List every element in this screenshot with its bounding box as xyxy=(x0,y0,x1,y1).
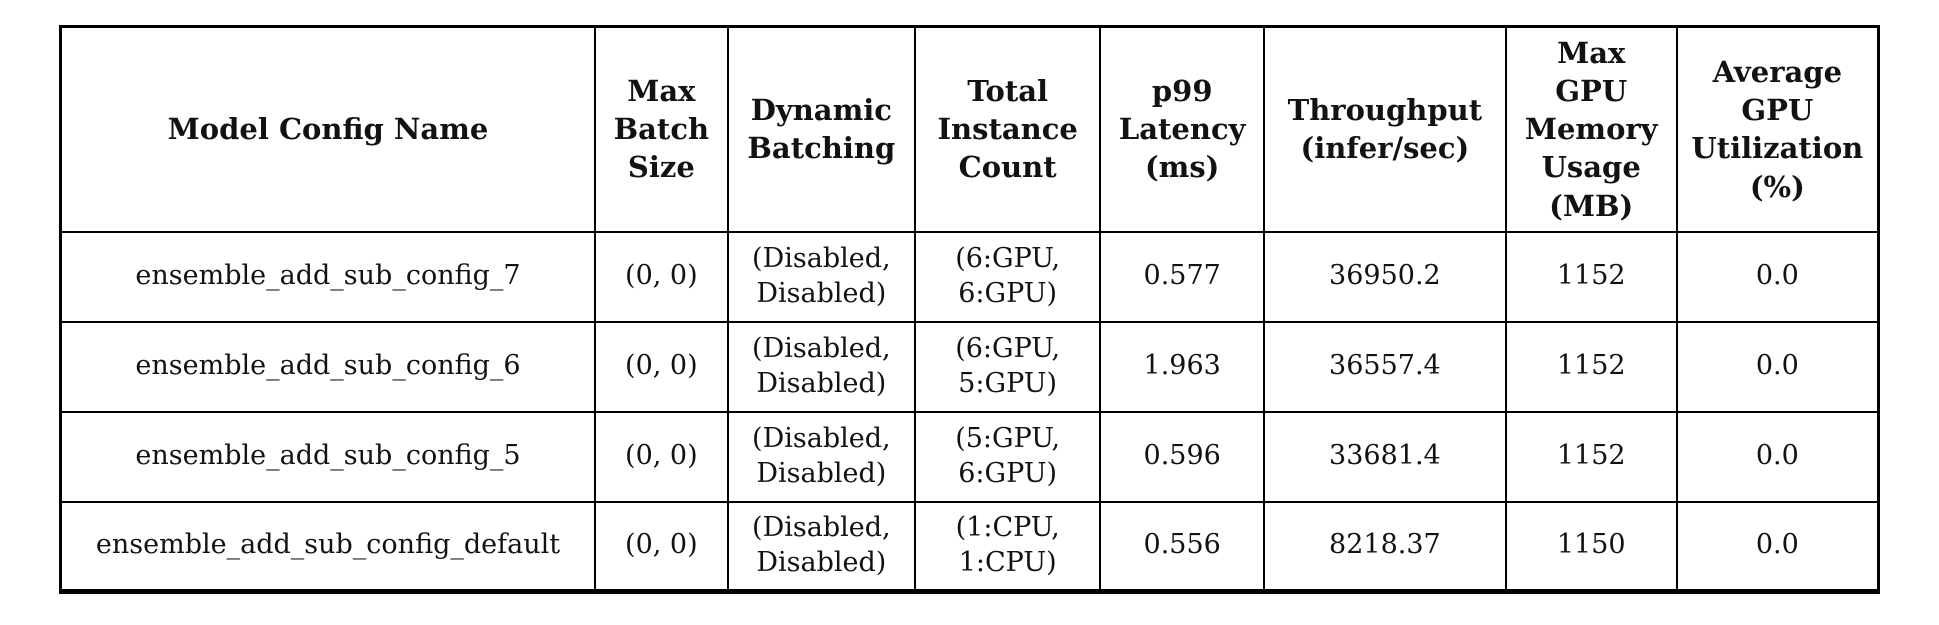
cell-total-instance-count: (1:CPU, 1:CPU) xyxy=(913,500,1102,593)
column-header-p99-latency: p99 Latency (ms) xyxy=(1099,25,1265,233)
table-body: ensemble_add_sub_config_7 (0, 0) (Disabl… xyxy=(59,230,1880,593)
cell-p99-latency: 1.963 xyxy=(1099,320,1265,413)
column-header-max-batch-size: Max Batch Size xyxy=(594,25,729,233)
cell-throughput: 36950.2 xyxy=(1262,230,1507,323)
table-header: Model Config Name Max Batch Size Dynamic… xyxy=(59,25,1880,233)
cell-max-gpu-memory-usage: 1152 xyxy=(1504,410,1678,503)
cell-model-config-name: ensemble_add_sub_config_default xyxy=(59,500,596,593)
table-row: ensemble_add_sub_config_7 (0, 0) (Disabl… xyxy=(59,230,1880,323)
cell-max-batch-size: (0, 0) xyxy=(594,230,729,323)
column-header-throughput: Throughput (infer/sec) xyxy=(1262,25,1507,233)
column-header-total-instance-count: Total Instance Count xyxy=(913,25,1102,233)
column-header-max-gpu-memory-usage: Max GPU Memory Usage (MB) xyxy=(1504,25,1678,233)
cell-max-gpu-memory-usage: 1150 xyxy=(1504,500,1678,593)
column-header-average-gpu-utilization: Average GPU Utilization (%) xyxy=(1675,25,1880,233)
table-row: ensemble_add_sub_config_6 (0, 0) (Disabl… xyxy=(59,320,1880,413)
table-row: ensemble_add_sub_config_5 (0, 0) (Disabl… xyxy=(59,410,1880,503)
cell-max-batch-size: (0, 0) xyxy=(594,410,729,503)
cell-average-gpu-utilization: 0.0 xyxy=(1675,410,1880,503)
cell-total-instance-count: (6:GPU, 6:GPU) xyxy=(913,230,1102,323)
cell-p99-latency: 0.556 xyxy=(1099,500,1265,593)
cell-dynamic-batching: (Disabled, Disabled) xyxy=(726,500,916,593)
cell-max-gpu-memory-usage: 1152 xyxy=(1504,230,1678,323)
cell-max-gpu-memory-usage: 1152 xyxy=(1504,320,1678,413)
cell-average-gpu-utilization: 0.0 xyxy=(1675,500,1880,593)
column-header-dynamic-batching: Dynamic Batching xyxy=(726,25,916,233)
cell-p99-latency: 0.577 xyxy=(1099,230,1265,323)
cell-total-instance-count: (6:GPU, 5:GPU) xyxy=(913,320,1102,413)
model-config-results-table: Model Config Name Max Batch Size Dynamic… xyxy=(59,25,1880,594)
cell-throughput: 33681.4 xyxy=(1262,410,1507,503)
column-header-model-config-name: Model Config Name xyxy=(59,25,596,233)
cell-dynamic-batching: (Disabled, Disabled) xyxy=(726,320,916,413)
cell-average-gpu-utilization: 0.0 xyxy=(1675,230,1880,323)
cell-throughput: 36557.4 xyxy=(1262,320,1507,413)
cell-total-instance-count: (5:GPU, 6:GPU) xyxy=(913,410,1102,503)
cell-max-batch-size: (0, 0) xyxy=(594,320,729,413)
cell-dynamic-batching: (Disabled, Disabled) xyxy=(726,230,916,323)
header-row: Model Config Name Max Batch Size Dynamic… xyxy=(59,25,1880,233)
cell-p99-latency: 0.596 xyxy=(1099,410,1265,503)
cell-throughput: 8218.37 xyxy=(1262,500,1507,593)
cell-model-config-name: ensemble_add_sub_config_6 xyxy=(59,320,596,413)
cell-average-gpu-utilization: 0.0 xyxy=(1675,320,1880,413)
cell-dynamic-batching: (Disabled, Disabled) xyxy=(726,410,916,503)
cell-model-config-name: ensemble_add_sub_config_7 xyxy=(59,230,596,323)
table-row: ensemble_add_sub_config_default (0, 0) (… xyxy=(59,500,1880,593)
cell-model-config-name: ensemble_add_sub_config_5 xyxy=(59,410,596,503)
cell-max-batch-size: (0, 0) xyxy=(594,500,729,593)
